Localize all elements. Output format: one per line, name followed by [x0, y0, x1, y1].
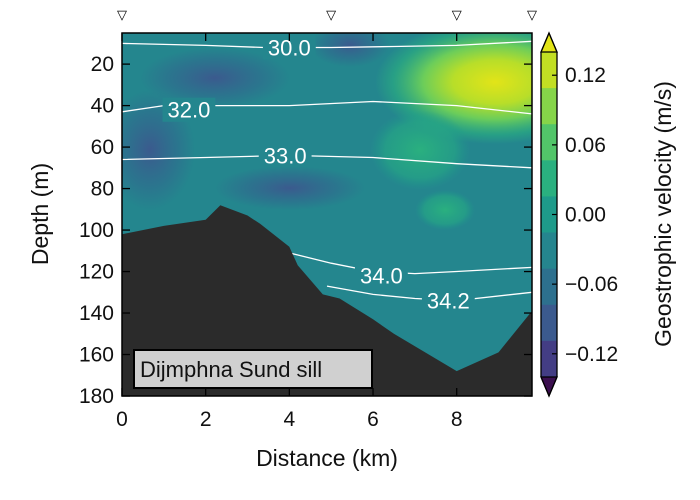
colorbar-min-arrow: [540, 376, 558, 398]
colorbar-segment: [541, 196, 557, 234]
colorbar-segment: [541, 268, 557, 306]
colorbar-segment: [541, 160, 557, 197]
y-tick-label: 120: [79, 261, 114, 284]
colorbar-title: Geostrophic velocity (m/s): [650, 81, 676, 347]
station-marker: ▽: [527, 8, 537, 23]
annotation-text: Dijmphna Sund sill: [140, 357, 322, 382]
colorbar-segment: [541, 232, 557, 270]
x-tick-label: 0: [116, 408, 128, 431]
colorbar-tick-label: −0.12: [565, 343, 618, 366]
negative-patch-mid: [215, 166, 365, 210]
colorbar-segment: [541, 124, 557, 161]
station-marker: ▽: [452, 8, 462, 23]
contour-line-4: [326, 285, 532, 302]
y-tick-label: 60: [91, 136, 114, 159]
positive-patch-green: [415, 190, 475, 230]
y-tick-label: 100: [79, 219, 114, 242]
colorbar-segment: [541, 304, 557, 342]
contour-line-0: [122, 40, 532, 49]
contour-label-gap: [258, 143, 312, 168]
colorbar-segment: [541, 52, 557, 89]
colorbar-tick-label: 0.06: [565, 134, 606, 157]
contour-label-gap: [354, 263, 408, 288]
seafloor-sill: [122, 205, 532, 396]
x-axis-title: Distance (km): [256, 445, 398, 471]
annotation-box: [133, 349, 373, 389]
contour-label-gap: [162, 97, 216, 122]
colorbar-segment: [541, 340, 557, 378]
colorbar: 0.12 0.06 0.00 −0.06 −0.12: [540, 31, 618, 398]
y-tick-label: 140: [79, 302, 114, 325]
velocity-field: 30.032.033.034.034.2: [122, 33, 532, 396]
station-marker: ▽: [326, 8, 336, 23]
x-tick-label: 6: [367, 408, 379, 431]
y-axis-title: Depth (m): [27, 163, 53, 265]
sill-annotation: Dijmphna Sund sill: [133, 349, 373, 389]
x-tick-label: 4: [284, 408, 296, 431]
positive-patch-low: [370, 110, 470, 190]
x-tick-label: 2: [200, 408, 212, 431]
contour-label: 32.0: [168, 98, 211, 123]
x-tick-label: 8: [451, 408, 463, 431]
contour-line-2: [122, 154, 532, 169]
colorbar-tick-label: 0.00: [565, 204, 606, 227]
contour-label: 33.0: [264, 143, 307, 168]
y-tick-label: 180: [79, 385, 114, 408]
station-marker: ▽: [117, 8, 127, 23]
colorbar-segment: [541, 88, 557, 125]
contour-label-gap: [421, 288, 475, 313]
y-tick-label: 40: [91, 95, 114, 118]
y-tick-label: 80: [91, 178, 114, 201]
y-tick-label: 160: [79, 344, 114, 367]
colorbar-tick-label: 0.12: [565, 64, 606, 87]
colorbar-max-arrow: [540, 31, 558, 53]
colorbar-tick-label: −0.06: [565, 273, 618, 296]
contour-label: 34.2: [427, 289, 470, 314]
colorbar-outline: [540, 31, 558, 398]
plot-frame: [121, 32, 533, 397]
contour-label: 34.0: [360, 264, 403, 289]
negative-patch-surface: [140, 48, 290, 108]
y-tick-label: 20: [91, 53, 114, 76]
negative-patch-top: [310, 33, 390, 67]
